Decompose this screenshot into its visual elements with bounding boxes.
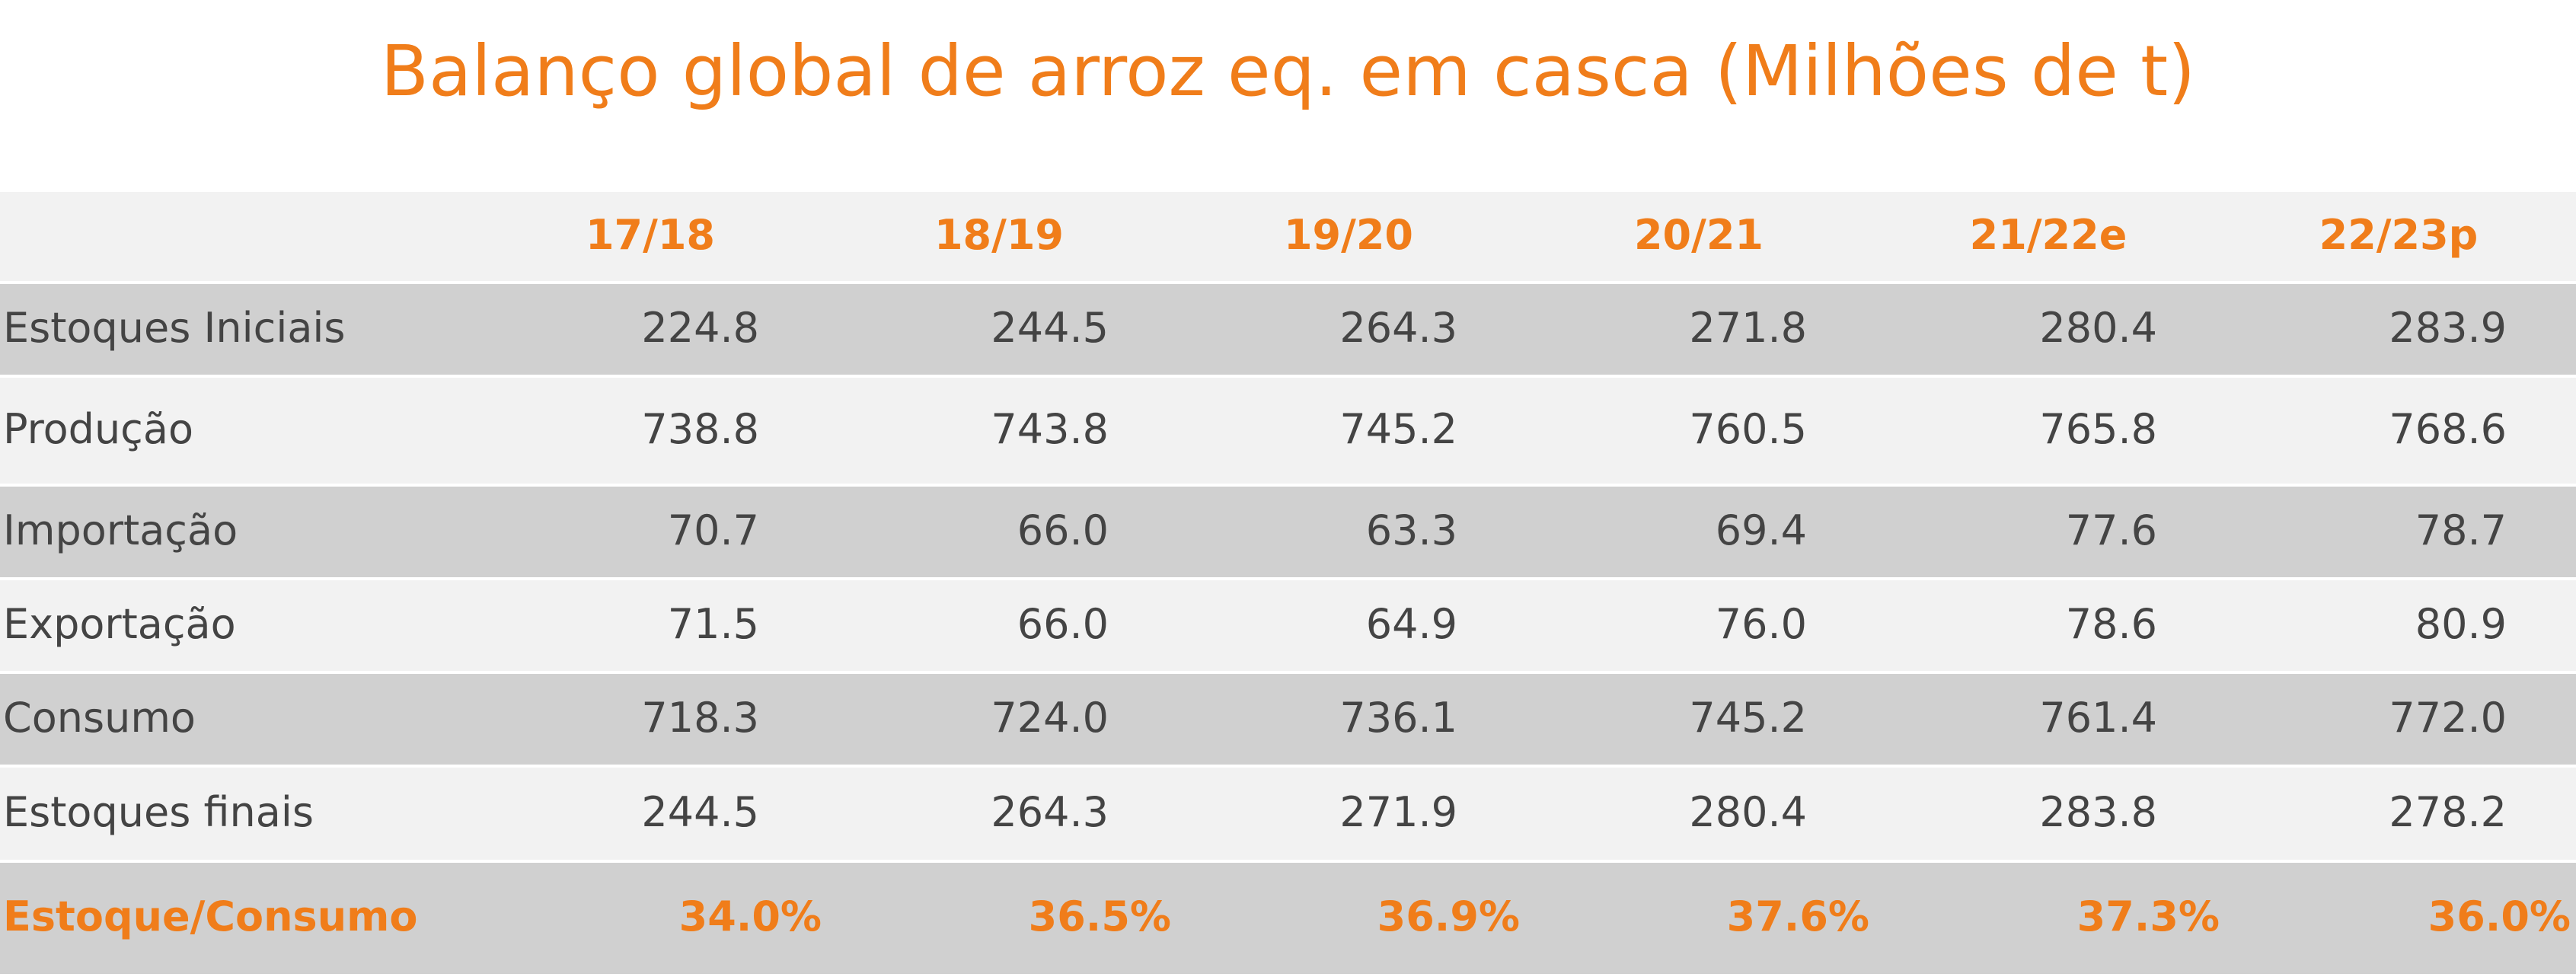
table-row: 17/18 18/19 19/20 20/21 21/22e 22/23p	[0, 192, 2576, 281]
column-header: 17/18	[585, 210, 715, 259]
table-cell: 271.8	[1689, 303, 1807, 352]
table-cell: 765.8	[2039, 404, 2157, 453]
table-cell: 64.9	[1365, 599, 1457, 648]
table-cell: 264.3	[991, 787, 1109, 836]
table-cell: 63.3	[1365, 506, 1457, 554]
column-header: 20/21	[1633, 210, 1764, 259]
table-cell: 244.5	[641, 787, 759, 836]
table-cell: 278.2	[2389, 787, 2507, 836]
table-title: Balanço global de arroz eq. em casca (Mi…	[380, 30, 2196, 112]
summary-cell: 34.0%	[678, 892, 822, 940]
row-label: Importação	[3, 506, 238, 554]
table-row: Consumo 718.3 724.0 736.1 745.2 761.4 772.0	[0, 674, 2576, 765]
table-row: Estoques Iniciais 224.8 244.5 264.3 271.8 280…	[0, 284, 2576, 375]
table-cell: 71.5	[667, 599, 759, 648]
table-cell: 738.8	[641, 404, 759, 453]
table-row: Importação 70.7 66.0 63.3 69.4 77.6 78.7	[0, 487, 2576, 577]
table-cell: 271.9	[1339, 787, 1457, 836]
row-label: Consumo	[3, 693, 196, 742]
table-row: Estoque/Consumo 34.0% 36.5% 36.9% 37.6% 37.3%…	[0, 863, 2576, 974]
table-cell: 724.0	[991, 693, 1109, 742]
row-label: Estoques Iniciais	[3, 303, 346, 352]
summary-cell: 36.5%	[1028, 892, 1171, 940]
table-cell: 745.2	[1689, 693, 1807, 742]
table-cell: 77.6	[2065, 506, 2157, 554]
table-cell: 283.9	[2389, 303, 2507, 352]
column-header: 19/20	[1283, 210, 1413, 259]
table-cell: 66.0	[1017, 506, 1109, 554]
summary-cell: 37.6%	[1726, 892, 1869, 940]
table-row: Estoques finais 244.5 264.3 271.9 280.4 283.8…	[0, 768, 2576, 860]
summary-label: Estoque/Consumo	[3, 892, 418, 940]
table-cell: 280.4	[1689, 787, 1807, 836]
row-label: Exportação	[3, 599, 236, 648]
column-header: 22/23p	[2319, 210, 2479, 259]
table-cell: 761.4	[2039, 693, 2157, 742]
table-cell: 743.8	[991, 404, 1109, 453]
row-label: Produção	[3, 404, 193, 453]
table-cell: 264.3	[1339, 303, 1457, 352]
table-cell: 745.2	[1339, 404, 1457, 453]
table-cell: 66.0	[1017, 599, 1109, 648]
table-cell: 768.6	[2389, 404, 2507, 453]
table-cell: 736.1	[1339, 693, 1457, 742]
summary-cell: 36.0%	[2428, 892, 2571, 940]
table-cell: 78.7	[2415, 506, 2507, 554]
table-cell: 70.7	[667, 506, 759, 554]
table-cell: 76.0	[1715, 599, 1807, 648]
table-row: Produção 738.8 743.8 745.2 760.5 765.8 768.6	[0, 378, 2576, 484]
table-cell: 244.5	[991, 303, 1109, 352]
table-cell: 224.8	[641, 303, 759, 352]
table-cell: 760.5	[1689, 404, 1807, 453]
table-cell: 69.4	[1715, 506, 1807, 554]
table-cell: 78.6	[2065, 599, 2157, 648]
table-cell: 772.0	[2389, 693, 2507, 742]
table-cell: 280.4	[2039, 303, 2157, 352]
column-header: 18/19	[934, 210, 1064, 259]
table-cell: 80.9	[2415, 599, 2507, 648]
summary-cell: 37.3%	[2076, 892, 2220, 940]
row-label: Estoques finais	[3, 787, 314, 836]
table-cell: 718.3	[641, 693, 759, 742]
table-row: Exportação 71.5 66.0 64.9 76.0 78.6 80.9	[0, 580, 2576, 671]
column-header: 21/22e	[1969, 210, 2128, 259]
summary-cell: 36.9%	[1377, 892, 1520, 940]
table-cell: 283.8	[2039, 787, 2157, 836]
